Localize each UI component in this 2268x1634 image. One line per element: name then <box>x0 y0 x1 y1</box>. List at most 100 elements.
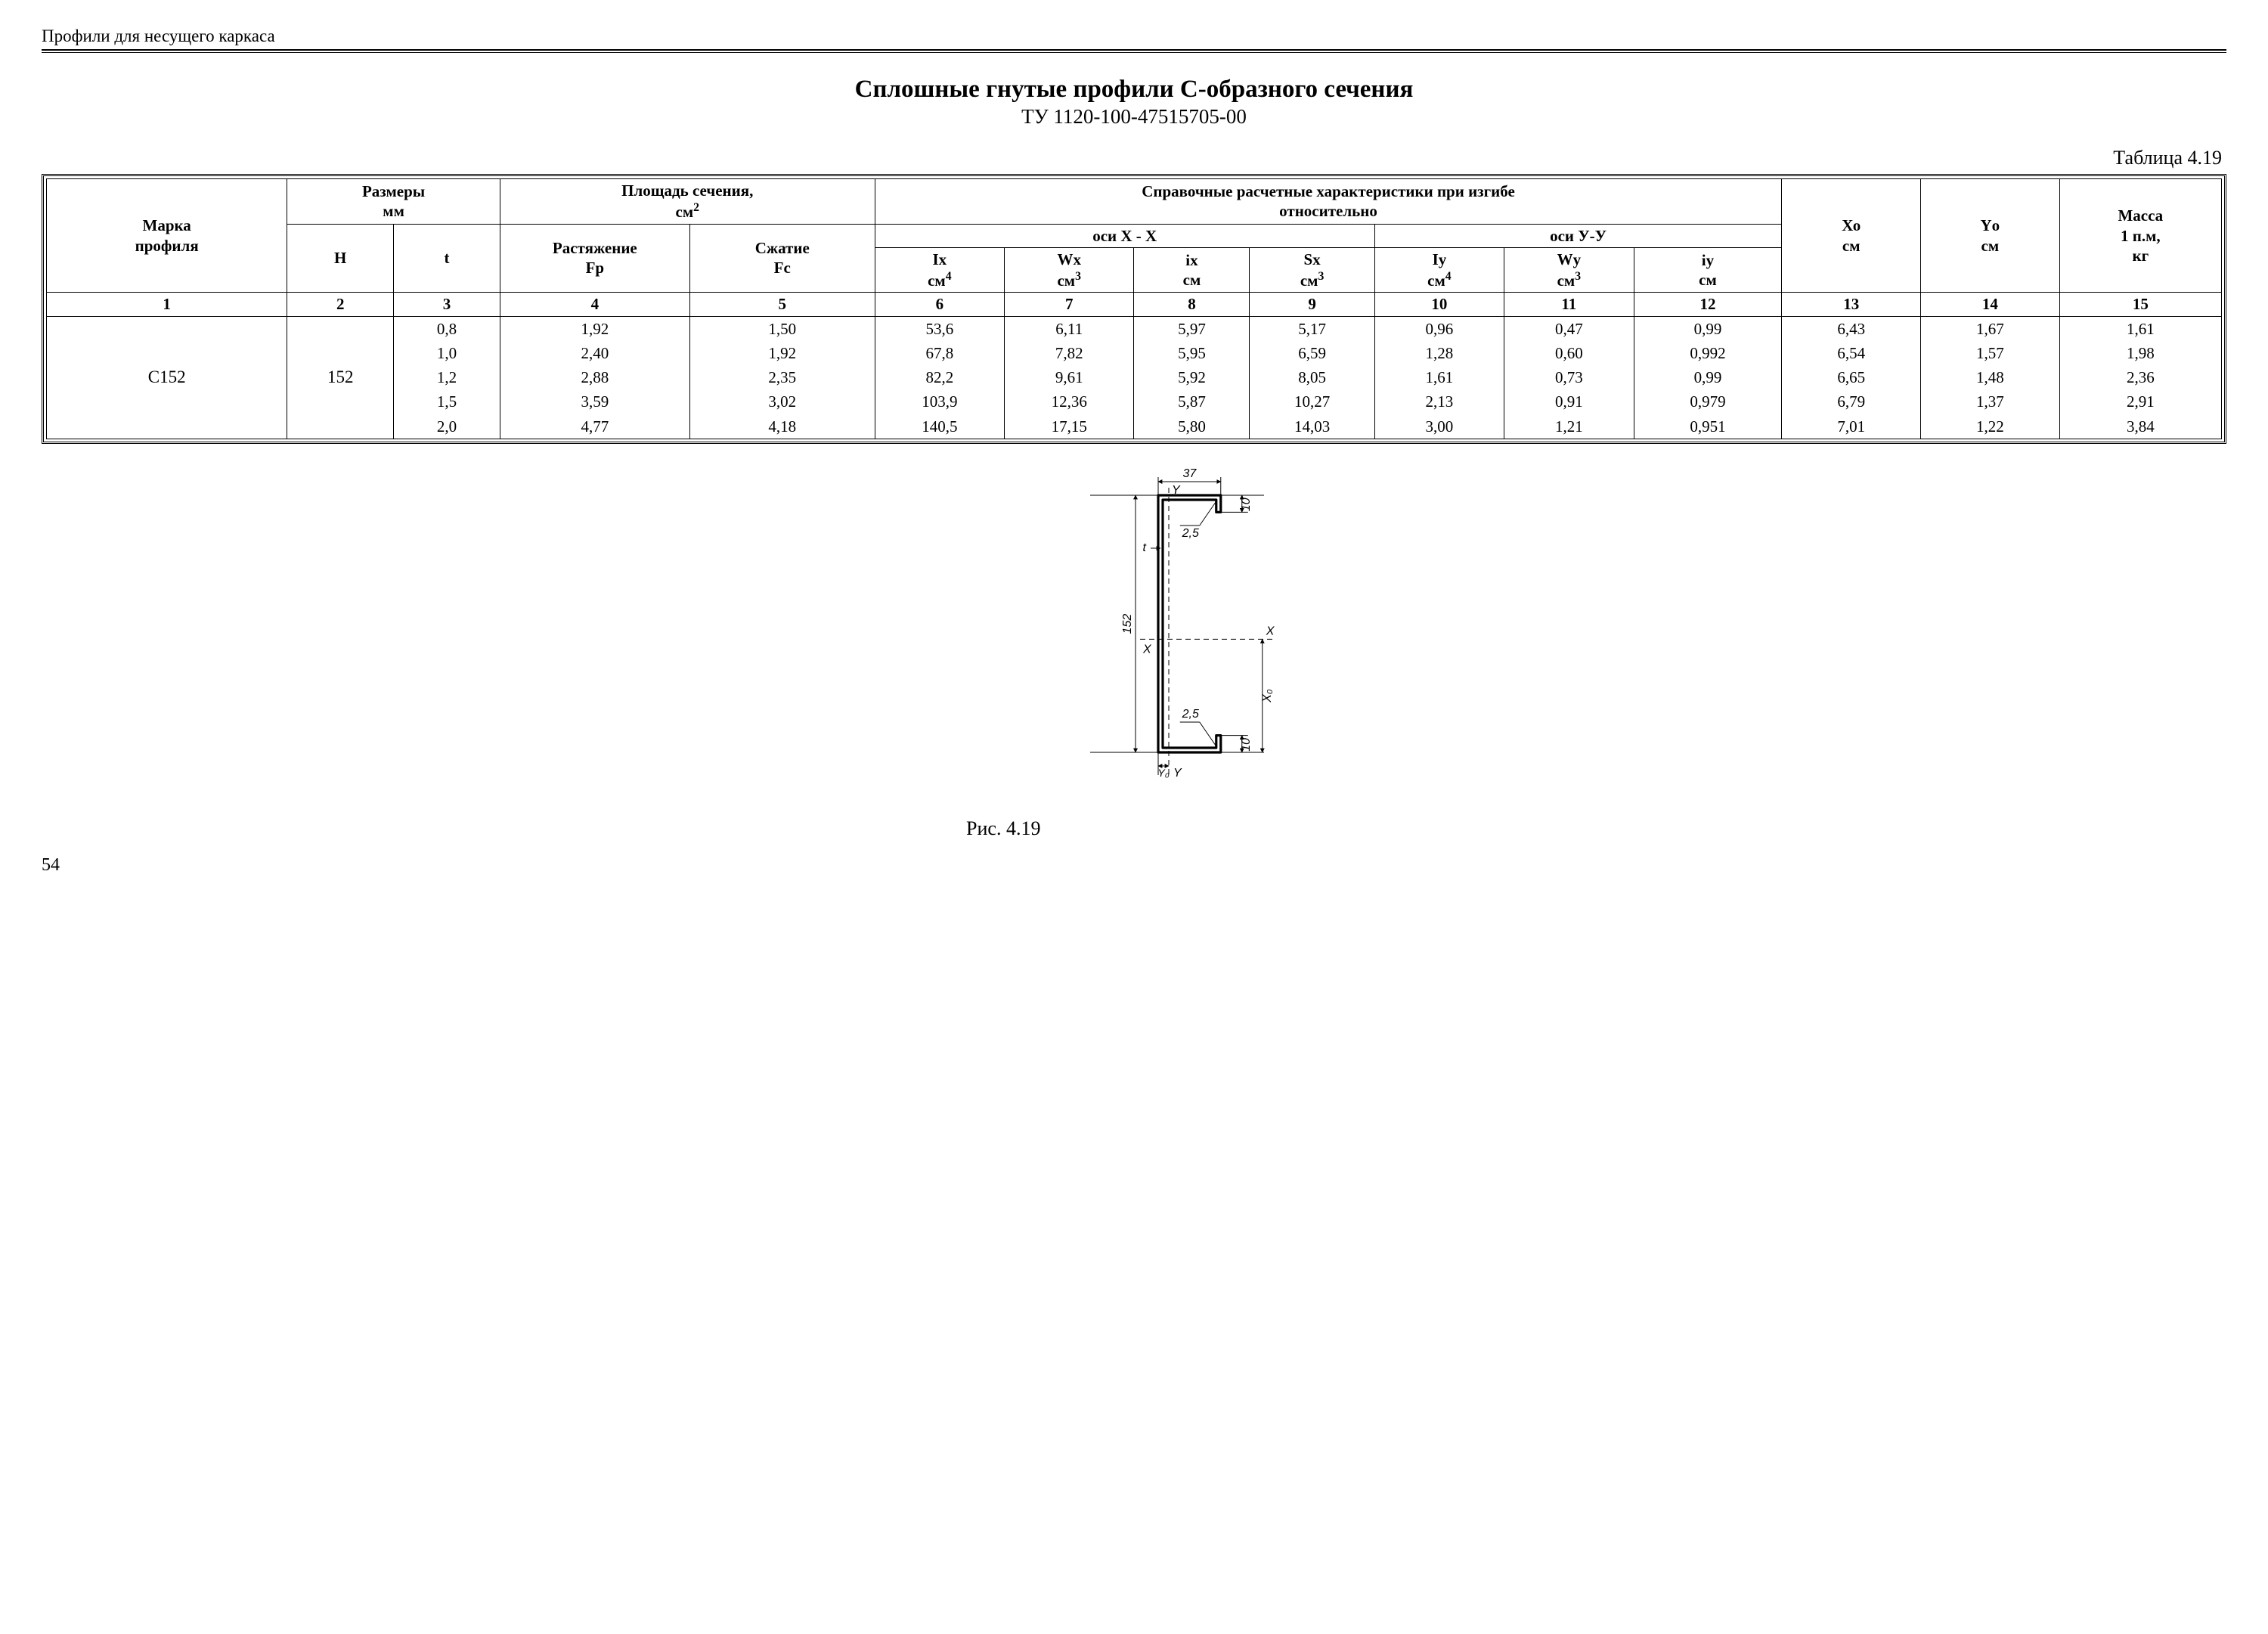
cell: 1,98 <box>2059 341 2221 365</box>
cell: 7,01 <box>1782 414 1921 439</box>
cell: 2,0 <box>394 414 500 439</box>
svg-text:37: 37 <box>1182 467 1197 480</box>
cell: 0,979 <box>1634 389 1782 414</box>
cell-mark: С152 <box>47 316 287 439</box>
cell: 5,80 <box>1134 414 1250 439</box>
cross-section-diagram: 371521010XXX₀YYY₀t2,52,5 <box>1075 465 1302 848</box>
cell: 6,54 <box>1782 341 1921 365</box>
table-label: Таблица 4.19 <box>42 147 2222 169</box>
cell: 1,61 <box>2059 316 2221 341</box>
cell: 53,6 <box>875 316 1004 341</box>
cell: 14,03 <box>1250 414 1374 439</box>
col-yo: Yосм <box>1921 179 2060 293</box>
col-Fc: Сжатие Fс <box>689 224 875 293</box>
cell: 6,59 <box>1250 341 1374 365</box>
cell: 2,91 <box>2059 389 2221 414</box>
cell: 140,5 <box>875 414 1004 439</box>
col-area: Площадь сечения,см2 <box>500 179 875 225</box>
cell: 9,61 <box>1005 365 1134 389</box>
cell: 82,2 <box>875 365 1004 389</box>
cell: 4,18 <box>689 414 875 439</box>
cell: 1,5 <box>394 389 500 414</box>
col-Ix: Iхсм4 <box>875 247 1004 293</box>
cell: 0,99 <box>1634 316 1782 341</box>
cell: 5,97 <box>1134 316 1250 341</box>
col-ix: iхсм <box>1134 247 1250 293</box>
cell: 1,48 <box>1921 365 2060 389</box>
cell: 1,0 <box>394 341 500 365</box>
figure-caption: Рис. 4.19 <box>966 817 1040 840</box>
column-numbers: 123 456 789 101112 131415 <box>47 293 2222 316</box>
cell: 17,15 <box>1005 414 1134 439</box>
cell: 3,59 <box>500 389 689 414</box>
cell: 6,11 <box>1005 316 1134 341</box>
cell: 5,87 <box>1134 389 1250 414</box>
cell: 5,95 <box>1134 341 1250 365</box>
cell: 6,79 <box>1782 389 1921 414</box>
col-H: H <box>287 224 394 293</box>
cell: 3,84 <box>2059 414 2221 439</box>
page-header: Профили для несущего каркаса <box>42 26 2226 46</box>
cell: 6,43 <box>1782 316 1921 341</box>
svg-text:X: X <box>1142 643 1152 656</box>
cell: 1,37 <box>1921 389 2060 414</box>
main-title: Сплошные гнутые профили С-образного сече… <box>42 76 2226 104</box>
col-axisX: оси Х - Х <box>875 224 1374 247</box>
cell: 103,9 <box>875 389 1004 414</box>
table-row: С1521520,81,921,5053,66,115,975,170,960,… <box>47 316 2222 341</box>
col-Fp: Растяжение Fр <box>500 224 689 293</box>
cell: 0,8 <box>394 316 500 341</box>
cell: 6,65 <box>1782 365 1921 389</box>
svg-text:X₀: X₀ <box>1261 689 1274 703</box>
col-mass: Масса 1 п.м, кг <box>2059 179 2221 293</box>
svg-text:t: t <box>1143 541 1147 554</box>
cell: 2,35 <box>689 365 875 389</box>
svg-text:X: X <box>1266 625 1275 637</box>
col-Iy: Iусм4 <box>1374 247 1504 293</box>
svg-text:152: 152 <box>1121 613 1134 634</box>
cell: 5,92 <box>1134 365 1250 389</box>
svg-text:Y₀: Y₀ <box>1157 767 1169 779</box>
col-Wx: Wхсм3 <box>1005 247 1134 293</box>
cell: 1,22 <box>1921 414 2060 439</box>
cell: 0,60 <box>1504 341 1634 365</box>
cell: 12,36 <box>1005 389 1134 414</box>
cell: 0,73 <box>1504 365 1634 389</box>
cell: 1,28 <box>1374 341 1504 365</box>
subtitle: ТУ 1120-100-47515705-00 <box>42 105 2226 129</box>
cell: 0,951 <box>1634 414 1782 439</box>
cell: 3,00 <box>1374 414 1504 439</box>
cell: 2,13 <box>1374 389 1504 414</box>
cell: 0,96 <box>1374 316 1504 341</box>
cell: 3,02 <box>689 389 875 414</box>
col-iy: iусм <box>1634 247 1782 293</box>
col-Wy: Wусм3 <box>1504 247 1634 293</box>
cell: 0,91 <box>1504 389 1634 414</box>
svg-text:Y: Y <box>1173 767 1182 780</box>
col-sizes: Размеры мм <box>287 179 500 225</box>
col-mark: Марка профиля <box>47 179 287 293</box>
svg-text:2,5: 2,5 <box>1182 708 1199 721</box>
svg-text:2,5: 2,5 <box>1182 527 1199 540</box>
cell: 1,61 <box>1374 365 1504 389</box>
cell: 67,8 <box>875 341 1004 365</box>
col-t: t <box>394 224 500 293</box>
col-xo: Хосм <box>1782 179 1921 293</box>
cell: 2,40 <box>500 341 689 365</box>
cell: 1,57 <box>1921 341 2060 365</box>
cell: 1,21 <box>1504 414 1634 439</box>
cell-H: 152 <box>287 316 394 439</box>
cell: 1,92 <box>500 316 689 341</box>
cell: 0,992 <box>1634 341 1782 365</box>
header-rule <box>42 49 2226 53</box>
cell: 8,05 <box>1250 365 1374 389</box>
col-axisY: оси У-У <box>1374 224 1782 247</box>
cell: 7,82 <box>1005 341 1134 365</box>
cell: 2,88 <box>500 365 689 389</box>
svg-text:10: 10 <box>1240 498 1253 511</box>
page-number: 54 <box>42 855 2226 876</box>
cell: 2,36 <box>2059 365 2221 389</box>
cell: 1,67 <box>1921 316 2060 341</box>
cell: 0,47 <box>1504 316 1634 341</box>
cell: 5,17 <box>1250 316 1374 341</box>
